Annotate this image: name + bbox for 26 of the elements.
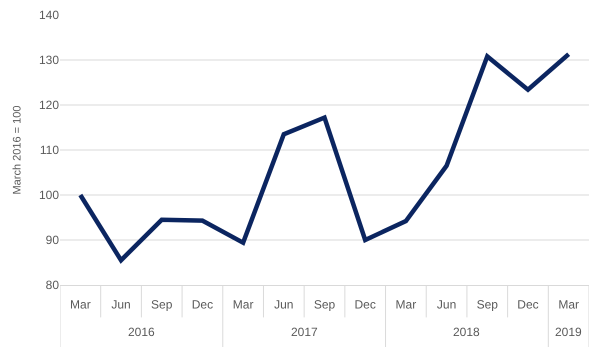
x-tick-label: Mar	[232, 297, 254, 312]
text: 2019	[555, 325, 582, 339]
y-tick-label: 140	[38, 8, 60, 22]
line-series	[78, 52, 571, 262]
x-tick-label: Sep	[476, 297, 498, 312]
y-tick-label: 110	[40, 143, 60, 158]
x-tick-label: Mar	[70, 297, 91, 312]
x-tick-label: Sep	[151, 297, 173, 312]
x-tick-label: Sep	[314, 297, 336, 312]
x-tick-label: Dec	[354, 297, 376, 312]
x-tick-label: Jun	[436, 297, 456, 312]
text: 2017	[291, 325, 318, 339]
y-tick-label: 130	[38, 53, 60, 68]
text: 2016	[128, 325, 156, 339]
x-tick-label: Jun	[111, 297, 131, 312]
x-tick-label: Mar	[558, 297, 579, 312]
x-tick-label: Mar	[396, 297, 416, 312]
y-tick-label: 120	[38, 98, 60, 112]
text: 2018	[453, 325, 480, 339]
x-tick-label: Dec	[517, 297, 539, 312]
x-tick-label: Dec	[192, 297, 214, 312]
y-tick-label: 100	[38, 188, 60, 202]
y-tick-label: 80	[46, 278, 60, 292]
y-tick-label: 90	[46, 233, 60, 248]
x-tick-label: Jun	[274, 297, 294, 312]
y-axis-title: March 2016 = 100	[12, 106, 24, 194]
